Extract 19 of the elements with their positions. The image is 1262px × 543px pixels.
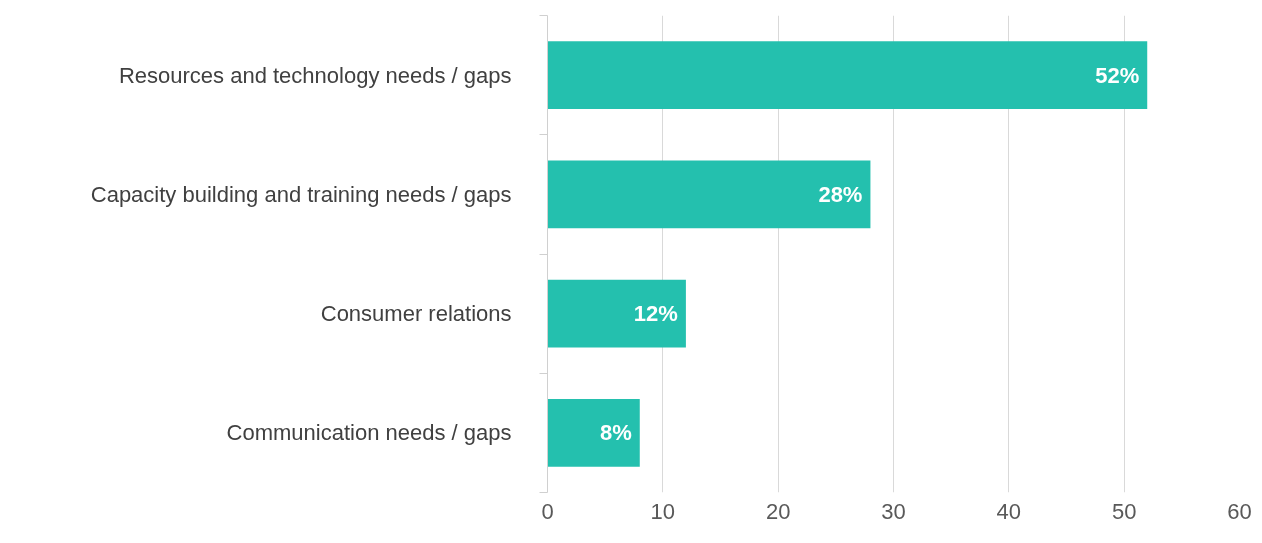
x-tick-label: 0 bbox=[541, 498, 554, 524]
y-tick-label: Consumer relations bbox=[320, 301, 512, 327]
y-tick-label: Resources and technology needs / gaps bbox=[118, 62, 512, 88]
y-tick-label: Capacity building and training needs / gaps bbox=[90, 181, 512, 207]
data-label: 52% bbox=[1095, 62, 1140, 88]
x-tick-label: 40 bbox=[996, 498, 1022, 524]
bar bbox=[547, 41, 1148, 110]
x-tick-label: 60 bbox=[1227, 498, 1252, 524]
y-tick-label: Communication needs / gaps bbox=[226, 420, 512, 446]
data-label: 12% bbox=[633, 301, 678, 327]
bar bbox=[547, 398, 640, 467]
data-label: 28% bbox=[818, 181, 863, 207]
data-label: 8% bbox=[599, 420, 632, 446]
bar bbox=[547, 160, 871, 229]
x-tick-label: 20 bbox=[765, 498, 791, 524]
bar bbox=[547, 279, 686, 348]
x-tick-label: 50 bbox=[1111, 498, 1137, 524]
x-tick-label: 10 bbox=[650, 498, 676, 524]
x-tick-label: 30 bbox=[881, 498, 906, 524]
